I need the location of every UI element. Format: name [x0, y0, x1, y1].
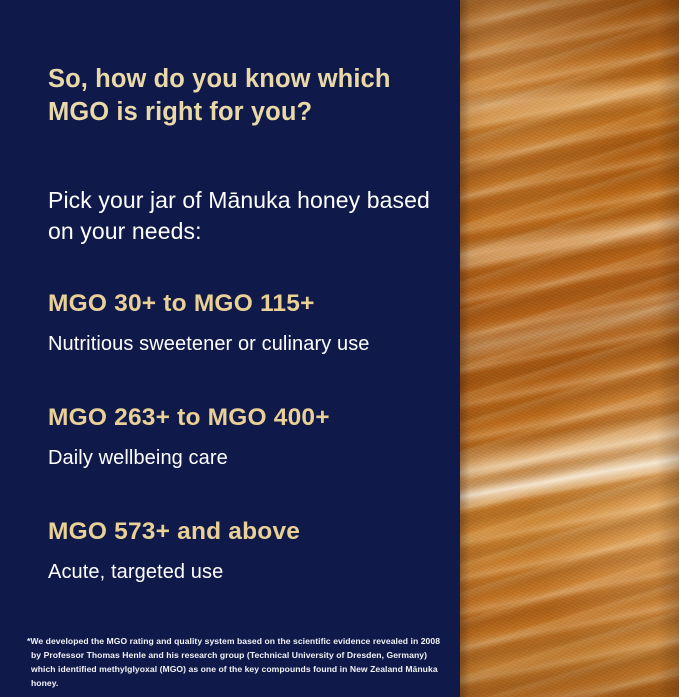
honey-crystal-grain	[460, 0, 679, 697]
mgo-tier-high-title: MGO 573+ and above	[48, 518, 301, 546]
mgo-tier-mid-title: MGO 263+ to MGO 400+	[48, 404, 330, 432]
mgo-tier-mid: MGO 263+ to MGO 400+ Daily wellbeing car…	[48, 357, 438, 471]
page-title: So, how do you know which MGO is right f…	[48, 65, 391, 126]
panel-content: So, how do you know which MGO is right f…	[48, 63, 438, 585]
honey-specular-highlights	[460, 0, 679, 697]
text-panel: So, how do you know which MGO is right f…	[27, 63, 441, 688]
honey-edge-shading	[460, 0, 679, 697]
mgo-tier-high: MGO 573+ and above Acute, targeted use	[48, 471, 438, 585]
mgo-tier-high-description: Acute, targeted use	[48, 560, 224, 583]
mgo-tier-low: MGO 30+ to MGO 115+ Nutritious sweetener…	[48, 246, 438, 357]
footnote-disclaimer: *We developed the MGO rating and quality…	[27, 636, 441, 688]
mgo-tier-low-description: Nutritious sweetener or culinary use	[48, 332, 370, 355]
mgo-tier-mid-description: Daily wellbeing care	[48, 446, 228, 469]
panel-subheading: Pick your jar of Mānuka honey based on y…	[48, 187, 430, 244]
honey-photo	[460, 0, 679, 697]
mgo-tier-low-title: MGO 30+ to MGO 115+	[48, 290, 315, 318]
